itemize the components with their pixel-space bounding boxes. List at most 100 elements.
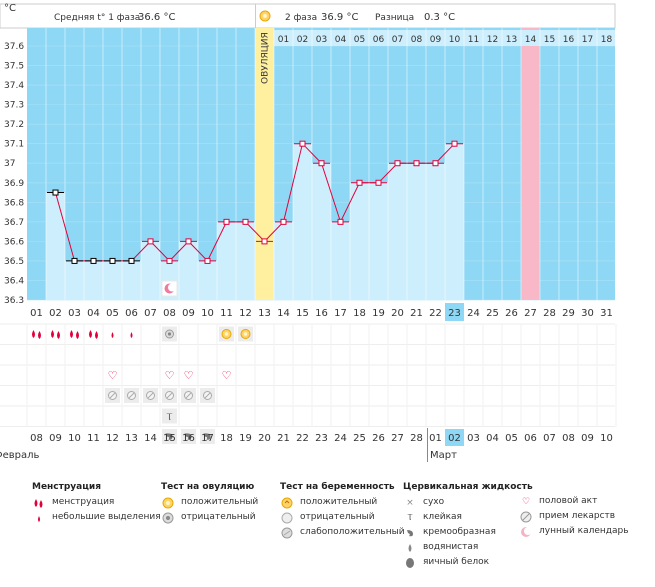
phase-day-label: 10 [449,35,461,45]
temperature-point [71,257,78,264]
creamy-icon [203,433,211,440]
temperature-bar [331,221,350,300]
heart-icon: ♡ [222,369,232,382]
blood-drop-icon [111,332,114,338]
pill-line [166,392,173,399]
y-tick-label: 37.4 [4,81,24,91]
phase-day-label: 09 [430,35,442,45]
marker-cell [162,408,177,424]
cycle-day-label: 25 [486,308,499,319]
blood-drop-double-icon [70,330,79,339]
cycle-day-label: 22 [429,308,442,319]
cycle-day-label: 20 [391,308,404,319]
phase-day-label: 16 [563,35,575,45]
ovulation-label: ОВУЛЯЦИЯ [261,32,271,84]
calendar-date: 07 [543,433,556,444]
cycle-day-label: 11 [220,308,233,319]
temperature-bar [103,260,122,300]
calendar-date: 22 [296,433,309,444]
month-feb: Февраль [0,450,40,461]
temperature-point [299,140,306,147]
temperature-point [375,179,382,186]
moon-icon [161,280,178,297]
cycle-day-label: 15 [296,308,309,319]
phase-day-label: 06 [373,35,385,45]
temperature-point [261,238,268,245]
temperature-bar [46,192,65,300]
calendar-date: 19 [239,433,252,444]
phase-day-label: 07 [392,35,403,45]
phase2-label: 2 фаза [285,13,317,23]
legend-title: Тест на беременность [280,482,395,492]
y-tick-label: 36.3 [4,296,24,306]
legend-item: лунный календарь [519,524,629,539]
pill-line [128,392,135,399]
pill-line [147,392,154,399]
legend-item: ♡ половой акт [519,494,629,509]
phase-day-label: 04 [335,35,347,45]
cycle-day-label: 27 [524,308,537,319]
cycle-day-label: 07 [144,308,157,319]
legend-pregnancy-test: Тест на беременность положительный отриц… [280,481,405,540]
ovulation-band [255,28,274,300]
legend-item: положительный [161,495,258,510]
temperature-point [185,238,192,245]
heart-icon: ♡ [108,369,118,382]
cycle-day-label: 02 [49,308,62,319]
dry-cross-icon: × [406,497,414,508]
sun-positive-icon [161,497,175,509]
phase-day-label: 13 [506,35,517,45]
temperature-bar [122,260,141,300]
celsius-label: °C [4,3,16,14]
calendar-date: 23 [315,433,328,444]
temperature-bar [236,221,255,300]
calendar-date: 15 [163,433,176,444]
phase1-label: Средняя t° 1 фаза [54,13,140,23]
phase-day-label: 08 [411,35,423,45]
month-mar: Март [430,450,457,461]
temperature-bar [217,221,236,300]
legend-item: водянистая [403,540,533,555]
legend-item: слабоположительный [280,525,405,540]
calendar-date: 10 [68,433,81,444]
legend-item: Ⲧ клейкая [403,510,533,525]
blood-drop-double-icon [32,497,46,509]
calendar-date: 16 [182,433,195,444]
current-day-highlight [445,303,464,321]
temperature-point [356,179,363,186]
blood-drop-double-icon [89,330,98,339]
cycle-day-axis: 01 02 03 04 05 06 07 08 09 10 11 12 13 14 15 16 17 18 19 20… [30,303,613,321]
pill-line [109,392,116,399]
calendar-date: 01 [429,433,442,444]
cycle-day-label: 05 [106,308,119,319]
temperature-point [413,160,420,167]
calendar-date: 03 [467,433,480,444]
phase1-value: 36.6 °C [138,12,175,23]
calendar-date: 26 [372,433,385,444]
phase-day-label: 14 [525,35,537,45]
y-tick-label: 36.8 [4,198,24,208]
legend-item: яичный белок [403,555,533,570]
cycle-day-label: 29 [562,308,575,319]
y-tick-label: 36.5 [4,257,24,267]
header-bar [0,3,616,29]
temperature-bar [293,143,312,300]
temperature-points [47,140,463,264]
legend-item: небольшие выделения [32,510,161,525]
legend-item: × сухо [403,495,533,510]
moon-legend-icon [519,526,533,538]
calendar-date: 17 [201,433,214,444]
calendar-date-row: 08 09 10 11 12 13 14 15 16 17 18 19 20 21 22 23 24 25 26 27… [30,429,613,446]
symptom-grid [0,323,617,427]
temperature-bar [274,221,293,300]
cycle-day-label: 04 [87,308,100,319]
calendar-date: 02 [448,433,461,444]
temperature-line [55,142,455,262]
y-tick-label: 36.7 [4,218,24,228]
temperature-point [128,257,135,264]
temperature-bar [369,182,388,300]
y-tick-label: 37.5 [4,62,24,72]
cycle-day-label: 23 [448,308,461,319]
phase-day-label: 17 [582,35,593,45]
calendar-date: 06 [524,433,537,444]
